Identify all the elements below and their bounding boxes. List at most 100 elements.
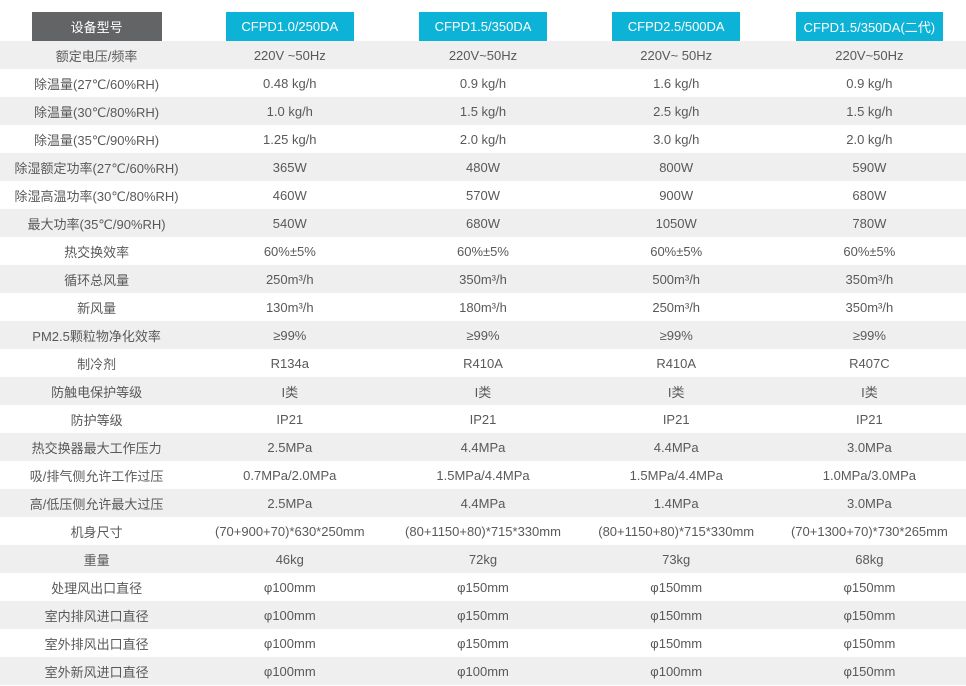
row-value: 365W xyxy=(272,159,307,175)
row-value: (70+900+70)*630*250mm xyxy=(214,523,365,539)
row-value: 3.0MPa xyxy=(846,495,892,511)
model-tab-cfpd25-500da: CFPD2.5/500DA xyxy=(612,12,741,41)
row-value: 1.6 kg/h xyxy=(653,75,700,91)
row-value: 500m³/h xyxy=(652,271,701,287)
row-value: 60%±5% xyxy=(843,243,896,259)
row-value: 1.0MPa/3.0MPa xyxy=(822,467,916,483)
row-value: 480W xyxy=(466,159,500,175)
row-value: I类 xyxy=(667,384,685,400)
table-row: 防触电保护等级 I类 I类 I类 I类 xyxy=(0,377,966,405)
table-row: 高/低压侧允许最大过压 2.5MPa 4.4MPa 1.4MPa 3.0MPa xyxy=(0,489,966,517)
row-value: I类 xyxy=(281,384,299,400)
row-value: 1.5MPa/4.4MPa xyxy=(629,467,723,483)
table-row: 室内排风进口直径 φ100mm φ150mm φ150mm φ150mm xyxy=(0,601,966,629)
row-value: 60%±5% xyxy=(457,243,509,259)
spec-table-body: 额定电压/频率 220V ~50Hz 220V~50Hz 220V~ 50Hz 220V… xyxy=(0,41,966,685)
row-value: φ150mm xyxy=(650,635,703,651)
model-tab-cfpd10-250da: CFPD1.0/250DA xyxy=(225,12,354,41)
model-tab-cfpd15-350da-gen2: CFPD1.5/350DA(二代) xyxy=(795,12,944,41)
row-value: φ100mm xyxy=(650,663,703,679)
row-value: 3.0 kg/h xyxy=(653,131,700,147)
row-value: R134a xyxy=(270,355,309,371)
row-value: IP21 xyxy=(856,411,883,427)
row-value: 60%±5% xyxy=(650,243,703,259)
table-row: 除湿额定功率(27℃/60%RH) 365W 480W 800W 590W xyxy=(0,153,966,181)
row-label: 热交换效率 xyxy=(64,244,130,260)
row-label: 除温量(35℃/90%RH) xyxy=(34,132,160,148)
row-label: 最大功率(35℃/90%RH) xyxy=(27,216,166,232)
row-value: 1.5MPa/4.4MPa xyxy=(436,467,530,483)
row-value: φ150mm xyxy=(843,579,896,595)
row-label: 防触电保护等级 xyxy=(51,384,143,400)
row-value: IP21 xyxy=(276,411,304,427)
row-value: 4.4MPa xyxy=(653,439,699,455)
row-label: 高/低压侧允许最大过压 xyxy=(29,496,164,512)
table-row: 防护等级 IP21 IP21 IP21 IP21 xyxy=(0,405,966,433)
table-row: 最大功率(35℃/90%RH) 540W 680W 1050W 780W xyxy=(0,209,966,237)
spec-table-header: 设备型号 CFPD1.0/250DA CFPD1.5/350DA CFPD2.5… xyxy=(0,0,966,41)
table-row: 机身尺寸 (70+900+70)*630*250mm (80+1150+80)*71… xyxy=(0,517,966,545)
table-row: 除温量(30℃/80%RH) 1.0 kg/h 1.5 kg/h 2.5 kg/h 1.… xyxy=(0,97,966,125)
row-value: IP21 xyxy=(469,411,497,427)
row-value: 250m³/h xyxy=(265,271,314,287)
row-value: 2.5MPa xyxy=(267,439,313,455)
row-value: 180m³/h xyxy=(459,299,507,315)
row-value: IP21 xyxy=(662,411,690,427)
row-value: I类 xyxy=(474,384,492,400)
row-value: 350m³/h xyxy=(845,299,894,315)
row-value: φ100mm xyxy=(263,663,316,679)
table-row: 热交换器最大工作压力 2.5MPa 4.4MPa 4.4MPa 3.0MPa xyxy=(0,433,966,461)
table-row: 除温量(27℃/60%RH) 0.48 kg/h 0.9 kg/h 1.6 kg/h 0… xyxy=(0,69,966,97)
row-label: 除湿高温功率(30℃/80%RH) xyxy=(14,188,179,204)
table-row: 除温量(35℃/90%RH) 1.25 kg/h 2.0 kg/h 3.0 kg/h 2… xyxy=(0,125,966,153)
row-value: φ150mm xyxy=(650,607,703,623)
row-value: φ150mm xyxy=(457,579,509,595)
row-label: 防护等级 xyxy=(70,412,123,428)
table-row: 额定电压/频率 220V ~50Hz 220V~50Hz 220V~ 50Hz 220V… xyxy=(0,41,966,69)
row-value: 220V~50Hz xyxy=(835,47,904,63)
row-value: φ100mm xyxy=(457,663,509,679)
row-label: 除湿额定功率(27℃/60%RH) xyxy=(14,160,179,176)
row-label: 机身尺寸 xyxy=(70,524,123,540)
row-label: 循环总风量 xyxy=(64,272,130,288)
row-value: 1050W xyxy=(655,215,697,231)
row-value: 72kg xyxy=(468,551,498,567)
row-value: 250m³/h xyxy=(652,299,701,315)
row-value: 900W xyxy=(659,187,694,203)
row-value: 570W xyxy=(466,187,500,203)
row-value: φ100mm xyxy=(263,607,316,623)
row-value: φ150mm xyxy=(650,579,703,595)
row-value: 1.25 kg/h xyxy=(263,131,317,147)
table-row: 室外排风出口直径 φ100mm φ150mm φ150mm φ150mm xyxy=(0,629,966,657)
row-label: 除温量(30℃/80%RH) xyxy=(34,104,160,120)
row-value: 0.9 kg/h xyxy=(459,75,507,91)
row-value: 350m³/h xyxy=(459,271,507,287)
table-row: PM2.5颗粒物净化效率 ≥99% ≥99% ≥99% ≥99% xyxy=(0,321,966,349)
row-value: 4.4MPa xyxy=(460,439,506,455)
row-value: 1.5 kg/h xyxy=(459,103,507,119)
row-value: 73kg xyxy=(662,551,691,567)
row-value: ≥99% xyxy=(659,327,693,343)
row-value: 2.5 kg/h xyxy=(653,103,700,119)
table-row: 室外新风进口直径 φ100mm φ100mm φ100mm φ150mm xyxy=(0,657,966,685)
row-label: PM2.5颗粒物净化效率 xyxy=(32,328,161,344)
row-value: 130m³/h xyxy=(265,299,314,315)
row-value: 2.0 kg/h xyxy=(846,131,893,147)
row-label: 新风量 xyxy=(77,300,117,316)
row-value: 590W xyxy=(852,159,887,175)
row-value: 680W xyxy=(852,187,887,203)
row-value: (80+1150+80)*715*330mm xyxy=(405,523,561,539)
header-cell-corner: 设备型号 xyxy=(0,0,193,41)
row-value: ≥99% xyxy=(273,327,307,343)
row-value: 2.5MPa xyxy=(267,495,313,511)
row-label: 处理风出口直径 xyxy=(51,580,143,596)
row-label: 吸/排气侧允许工作过压 xyxy=(29,468,164,484)
row-value: φ150mm xyxy=(843,607,896,623)
row-value: 540W xyxy=(272,215,307,231)
row-label: 除温量(27℃/60%RH) xyxy=(34,76,160,92)
row-label: 热交换器最大工作压力 xyxy=(31,440,162,456)
table-row: 重量 46kg 72kg 73kg 68kg xyxy=(0,545,966,573)
row-value: 800W xyxy=(659,159,694,175)
row-value: φ150mm xyxy=(457,607,509,623)
